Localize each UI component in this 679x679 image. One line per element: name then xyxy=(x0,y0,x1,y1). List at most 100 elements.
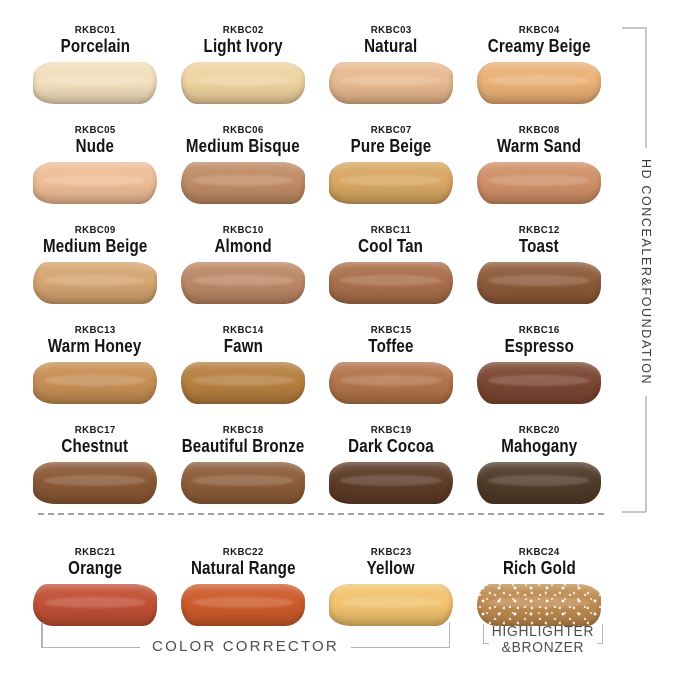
shade-cell: RKBC21 Orange xyxy=(21,516,169,640)
shade-swatch xyxy=(329,584,453,627)
shade-name: Natural xyxy=(364,36,418,57)
shade-name: Orange xyxy=(68,558,122,579)
bracket-right-line xyxy=(350,646,449,648)
shade-code: RKBC06 xyxy=(222,124,264,136)
shade-swatch xyxy=(477,262,601,305)
shade-name: Medium Bisque xyxy=(186,136,300,157)
shade-name: Warm Sand xyxy=(496,136,582,157)
shade-code: RKBC22 xyxy=(222,546,264,558)
shade-cell: RKBC02 Light Ivory xyxy=(169,16,317,116)
shade-name: Light Ivory xyxy=(203,36,283,57)
shade-name: Cool Tan xyxy=(358,236,424,257)
dashed-divider xyxy=(38,513,604,515)
shade-swatch xyxy=(329,62,453,105)
shade-name: Mahogany xyxy=(500,436,578,457)
shade-code: RKBC14 xyxy=(222,324,264,336)
shade-swatch xyxy=(33,162,157,205)
shade-code: RKBC24 xyxy=(518,546,560,558)
shade-cell: RKBC13 Warm Honey xyxy=(21,316,169,416)
shade-name: Warm Honey xyxy=(48,336,142,357)
shade-swatch xyxy=(329,362,453,405)
shade-code: RKBC10 xyxy=(222,224,264,236)
shade-swatch xyxy=(329,262,453,305)
shade-cell: RKBC08 Warm Sand xyxy=(465,116,613,216)
shade-swatch xyxy=(33,62,157,105)
shade-name: Toffee xyxy=(368,336,414,357)
shade-cell: RKBC19 Dark Cocoa xyxy=(317,416,465,516)
shade-cell: RKBC01 Porcelain xyxy=(21,16,169,116)
color-corrector-label: COLOR CORRECTOR xyxy=(152,638,339,655)
color-corrector-bracket: COLOR CORRECTOR xyxy=(41,622,450,654)
shade-code: RKBC08 xyxy=(518,124,560,136)
shade-name: Medium Beige xyxy=(42,236,148,257)
shade-code: RKBC15 xyxy=(370,324,412,336)
shade-grid: RKBC01 Porcelain RKBC02 Light Ivory RKBC03 Na… xyxy=(21,16,613,640)
shade-swatch xyxy=(181,462,305,505)
shade-cell: RKBC12 Toast xyxy=(465,216,613,316)
shade-name: Natural Range xyxy=(190,558,296,579)
shade-code: RKBC23 xyxy=(370,546,412,558)
shade-cell: RKBC09 Medium Beige xyxy=(21,216,169,316)
bracket-right-tick xyxy=(448,622,450,648)
shade-swatch xyxy=(181,362,305,405)
shade-swatch xyxy=(181,584,305,627)
bracket-left-line xyxy=(42,646,141,648)
shade-name: Yellow xyxy=(366,558,416,579)
shade-name: Espresso xyxy=(504,336,574,357)
shade-name: Fawn xyxy=(223,336,263,357)
bracket-left-tick xyxy=(41,622,43,648)
shade-code: RKBC03 xyxy=(370,24,412,36)
shade-cell: RKBC23 Yellow xyxy=(317,516,465,640)
shade-code: RKBC05 xyxy=(74,124,116,136)
shade-code: RKBC02 xyxy=(222,24,264,36)
shade-swatch xyxy=(477,362,601,405)
right-bracket-top-cap xyxy=(622,27,646,29)
shade-swatch xyxy=(181,262,305,305)
shade-code: RKBC18 xyxy=(222,424,264,436)
shade-name: Pure Beige xyxy=(350,136,432,157)
shade-code: RKBC20 xyxy=(518,424,560,436)
shade-cell: RKBC20 Mahogany xyxy=(465,416,613,516)
shade-code: RKBC07 xyxy=(370,124,412,136)
shade-name: Rich Gold xyxy=(502,558,576,579)
shade-code: RKBC21 xyxy=(74,546,116,558)
bracket-left-corner xyxy=(483,624,490,644)
shade-cell: RKBC06 Medium Bisque xyxy=(169,116,317,216)
shade-cell: RKBC17 Chestnut xyxy=(21,416,169,516)
shade-swatch xyxy=(329,162,453,205)
right-bracket-bottom-line xyxy=(645,396,647,512)
shade-cell: RKBC14 Fawn xyxy=(169,316,317,416)
shade-code: RKBC04 xyxy=(518,24,560,36)
shade-name: Porcelain xyxy=(60,36,130,57)
shade-cell: RKBC16 Espresso xyxy=(465,316,613,416)
shade-cell: RKBC22 Natural Range xyxy=(169,516,317,640)
shade-cell: RKBC07 Pure Beige xyxy=(317,116,465,216)
shade-name: Chestnut xyxy=(61,436,129,457)
shade-cell: RKBC24 Rich Gold xyxy=(465,516,613,640)
bronzer-label: &BRONZER xyxy=(501,640,585,657)
shade-name: Dark Cocoa xyxy=(348,436,434,457)
shade-code: RKBC12 xyxy=(518,224,560,236)
shade-swatch xyxy=(33,584,157,627)
shade-name: Almond xyxy=(214,236,272,257)
shade-swatch xyxy=(477,162,601,205)
right-bracket-bottom-cap xyxy=(622,511,646,513)
highlighter-bronzer-label: HIGHLIGHTER &BRONZER xyxy=(492,624,595,656)
right-bracket-label: HD CONCEALER&FOUNDATION xyxy=(639,158,653,386)
shade-cell: RKBC05 Nude xyxy=(21,116,169,216)
highlighter-bronzer-bracket: HIGHLIGHTER &BRONZER xyxy=(483,624,603,656)
shade-code: RKBC17 xyxy=(74,424,116,436)
shade-swatch xyxy=(477,462,601,505)
shade-swatch xyxy=(33,262,157,305)
shade-cell: RKBC15 Toffee xyxy=(317,316,465,416)
shade-name: Toast xyxy=(518,236,560,257)
shade-code: RKBC19 xyxy=(370,424,412,436)
shade-name: Creamy Beige xyxy=(487,36,591,57)
shade-swatch xyxy=(329,462,453,505)
shade-name: Nude xyxy=(75,136,115,157)
shade-swatch xyxy=(477,62,601,105)
shade-swatch xyxy=(181,62,305,105)
shade-code: RKBC09 xyxy=(74,224,116,236)
shade-cell: RKBC11 Cool Tan xyxy=(317,216,465,316)
bracket-right-corner xyxy=(596,624,603,644)
